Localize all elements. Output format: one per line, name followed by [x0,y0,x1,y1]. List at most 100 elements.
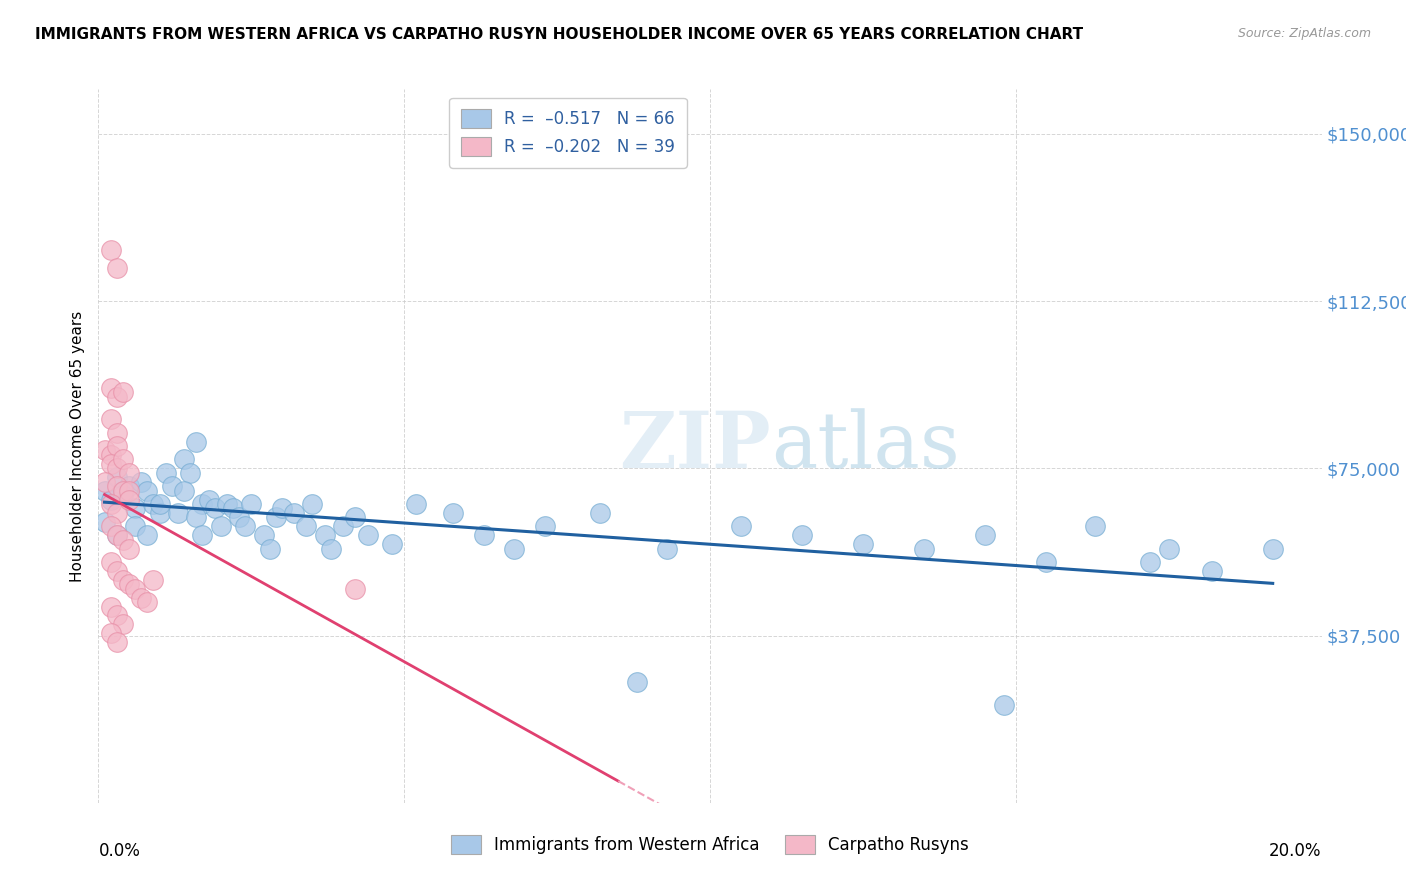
Point [283,506,305,520]
Point [626,675,648,690]
Point [173,452,195,467]
Point [259,541,281,556]
Point [197,492,219,507]
Point [173,483,195,498]
Point [118,483,141,498]
Point [105,528,128,542]
Point [405,497,427,511]
Point [974,528,997,542]
Point [111,452,134,467]
Point [441,506,464,520]
Point [319,541,342,556]
Text: Source: ZipAtlas.com: Source: ZipAtlas.com [1237,27,1371,40]
Point [105,479,128,493]
Point [589,506,612,520]
Point [105,390,128,404]
Point [100,599,122,614]
Point [344,510,367,524]
Point [118,492,141,507]
Point [381,537,404,551]
Point [105,608,128,623]
Point [790,528,813,542]
Legend: Immigrants from Western Africa, Carpatho Rusyns: Immigrants from Western Africa, Carpatho… [443,826,977,863]
Point [124,501,146,516]
Point [264,510,287,524]
Point [912,541,935,556]
Text: IMMIGRANTS FROM WESTERN AFRICA VS CARPATHO RUSYN HOUSEHOLDER INCOME OVER 65 YEAR: IMMIGRANTS FROM WESTERN AFRICA VS CARPAT… [35,27,1083,42]
Text: 0.0%: 0.0% [98,842,141,860]
Point [270,501,292,516]
Point [111,617,134,632]
Point [118,541,141,556]
Point [118,466,141,480]
Point [1035,555,1057,569]
Point [105,470,128,484]
Point [105,439,128,453]
Point [167,506,190,520]
Point [472,528,495,542]
Point [149,497,172,511]
Text: 20.0%: 20.0% [1270,842,1322,860]
Point [657,541,679,556]
Point [228,510,250,524]
Text: ZIP: ZIP [620,408,772,484]
Point [222,501,245,516]
Point [129,475,152,489]
Point [100,519,122,533]
Point [105,564,128,578]
Point [142,573,165,587]
Point [356,528,378,542]
Point [105,425,128,440]
Point [93,443,115,458]
Point [100,492,122,507]
Point [142,497,165,511]
Point [233,519,256,533]
Point [344,582,367,596]
Point [118,577,141,591]
Point [160,479,183,493]
Point [124,519,146,533]
Point [252,528,274,542]
Point [111,385,134,400]
Point [124,582,146,596]
Point [93,483,115,498]
Point [105,528,128,542]
Point [155,466,177,480]
Point [993,698,1015,712]
Point [179,466,201,480]
Point [111,488,134,502]
Point [111,573,134,587]
Point [136,528,159,542]
Point [136,595,159,609]
Point [93,515,115,529]
Point [100,497,122,511]
Point [295,519,318,533]
Point [1139,555,1161,569]
Point [93,475,115,489]
Point [100,626,122,640]
Point [332,519,354,533]
Point [100,555,122,569]
Point [105,260,128,275]
Point [191,528,214,542]
Point [1157,541,1180,556]
Point [240,497,263,511]
Point [1084,519,1107,533]
Point [118,479,141,493]
Text: atlas: atlas [772,409,960,483]
Point [111,483,134,498]
Point [186,434,208,449]
Point [100,381,122,395]
Point [209,519,232,533]
Point [314,528,336,542]
Point [503,541,526,556]
Point [100,448,122,462]
Point [534,519,557,533]
Point [1261,541,1284,556]
Point [105,635,128,649]
Point [100,243,122,257]
Point [136,483,159,498]
Point [129,591,152,605]
Point [730,519,752,533]
Y-axis label: Householder Income Over 65 years: Householder Income Over 65 years [70,310,86,582]
